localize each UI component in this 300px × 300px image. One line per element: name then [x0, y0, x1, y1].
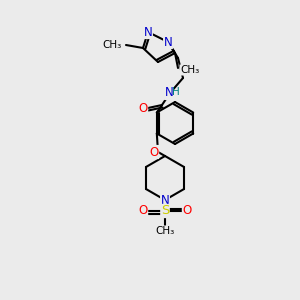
Text: O: O: [138, 101, 148, 115]
Text: CH₃: CH₃: [180, 65, 199, 75]
Text: N: N: [165, 86, 173, 100]
Text: N: N: [144, 26, 152, 38]
Text: CH₃: CH₃: [155, 226, 175, 236]
Text: O: O: [182, 205, 192, 218]
Text: CH₃: CH₃: [103, 40, 122, 50]
Text: S: S: [161, 205, 169, 218]
Text: N: N: [160, 194, 169, 206]
Text: O: O: [138, 205, 148, 218]
Text: H: H: [172, 87, 180, 97]
Text: O: O: [149, 146, 159, 158]
Text: N: N: [164, 35, 172, 49]
